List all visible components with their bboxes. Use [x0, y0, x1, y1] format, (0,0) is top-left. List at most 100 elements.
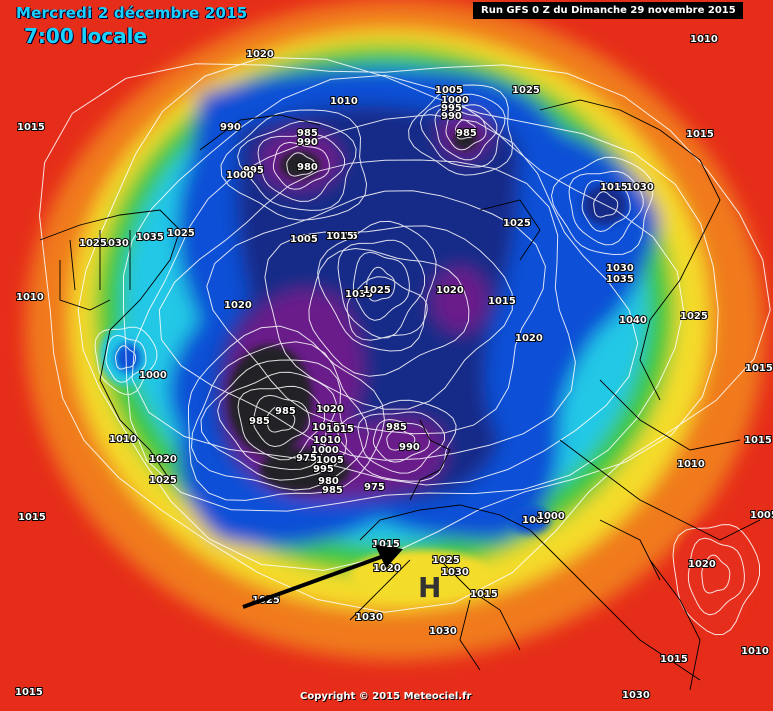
- isobar-line: [454, 119, 476, 140]
- isobar-label: 1015: [15, 687, 43, 698]
- coastline-segment: [409, 419, 451, 501]
- isobar-line: [114, 345, 136, 370]
- isobar-label: 1000: [537, 511, 565, 522]
- isobar-line: [105, 334, 147, 383]
- isobar-label: 995: [313, 464, 334, 475]
- red-blob-asia: [675, 520, 755, 630]
- isobar-label: 1015: [745, 363, 773, 374]
- isobar-label: 1020: [688, 559, 716, 570]
- coastline-segment: [59, 230, 131, 311]
- isobar-label: 1010: [741, 646, 769, 657]
- isobar-label: 1020: [515, 333, 543, 344]
- isobar-label: 1035: [136, 232, 164, 243]
- isobar-line: [581, 179, 631, 233]
- isobar-label: 1000: [311, 445, 339, 456]
- blue-low-siberia: [510, 506, 550, 534]
- isobar-label: 985: [386, 422, 407, 433]
- isobar-label: 1025: [432, 555, 460, 566]
- isobar-line: [408, 84, 514, 176]
- isobar-label: 1015: [17, 122, 45, 133]
- isobar-line: [257, 133, 345, 202]
- isobar-label: 1025: [503, 218, 531, 229]
- isobar-label: 990: [441, 111, 462, 122]
- forecast-time: 7:00 locale: [24, 24, 148, 48]
- copyright-notice: Copyright © 2015 Meteociel.fr: [300, 691, 472, 702]
- isobar-label: 1010: [313, 435, 341, 446]
- isobar-label: 1035: [345, 289, 373, 300]
- isobar-label: 1025: [79, 238, 107, 249]
- isobar-line: [366, 266, 396, 302]
- high-pressure-marker: H: [418, 571, 441, 604]
- isobar-line: [337, 239, 425, 339]
- run-info-banner: Run GFS 0 Z du Dimanche 29 novembre 2015: [473, 2, 743, 19]
- isobar-label: 1020: [316, 404, 344, 415]
- isobar-line: [352, 251, 410, 321]
- isobar-label: 985: [456, 128, 477, 139]
- isobar-line: [131, 114, 639, 486]
- isobar-label: 1035: [606, 274, 634, 285]
- isobar-line: [158, 159, 576, 461]
- coastline-segment: [559, 379, 761, 541]
- isobar-line: [272, 141, 330, 190]
- coastline-segment: [199, 114, 541, 261]
- isobar-label: 1030: [429, 626, 457, 637]
- isobar-label: 1025: [680, 311, 708, 322]
- isobar-line: [206, 190, 546, 435]
- isobar-label: 1000: [139, 370, 167, 381]
- isobar-label: 1015: [326, 424, 354, 435]
- isobar-label: 1005: [290, 234, 318, 245]
- coastline-segment: [539, 99, 721, 401]
- isobar-line: [252, 394, 310, 448]
- purple-centre-lobe: [432, 268, 488, 332]
- isobar-label: 995: [243, 165, 264, 176]
- forecast-date: Mercredi 2 décembre 2015: [16, 4, 248, 22]
- isobar-label: 990: [220, 122, 241, 133]
- isobar-line: [672, 524, 760, 636]
- isobar-line: [346, 276, 428, 341]
- isobar-line: [550, 156, 654, 256]
- isobar-label: 1010: [109, 434, 137, 445]
- isobar-label: 1025: [149, 475, 177, 486]
- isobar-label: 1010: [690, 34, 718, 45]
- isobar-label: 1005: [316, 455, 344, 466]
- isobar-line: [266, 406, 296, 433]
- isobar-line: [286, 152, 316, 177]
- isobar-line: [445, 110, 487, 151]
- purple-scandinavia: [358, 418, 442, 458]
- isobar-line: [308, 247, 470, 377]
- isobar-label: 1005: [435, 85, 463, 96]
- isobar-line: [237, 120, 357, 211]
- isobar-label: 1015: [330, 231, 358, 242]
- coastlines: [39, 99, 761, 691]
- isobar-line: [188, 325, 386, 501]
- isobar-label: 1025: [363, 285, 391, 296]
- coastline-segment: [349, 559, 521, 671]
- isobar-label: 1020: [246, 49, 274, 60]
- isobar-label: 1010: [677, 459, 705, 470]
- isobar-line: [419, 93, 506, 168]
- isobar-line: [386, 428, 416, 451]
- isobar-line: [701, 554, 731, 594]
- isobar-label: 1000: [226, 170, 254, 181]
- isobar-label: 980: [297, 162, 318, 173]
- isobar-lines: [38, 56, 771, 636]
- isobar-label: 1015: [488, 296, 516, 307]
- isobar-label: 1010: [16, 292, 44, 303]
- isobar-label: 985: [322, 485, 343, 496]
- isobar-label: 1015: [470, 589, 498, 600]
- isobar-label: 985: [249, 416, 270, 427]
- isobar-line: [357, 411, 445, 474]
- isobar-label: 1030: [622, 690, 650, 701]
- coastline-segment: [39, 209, 181, 481]
- isobar-label: 1030: [626, 182, 654, 193]
- isobar-label: 1015: [312, 422, 340, 433]
- coastline-segment: [359, 504, 701, 681]
- isobar-label: 1000: [441, 95, 469, 106]
- isobar-label: 1015: [18, 512, 46, 523]
- isobar-line: [337, 399, 457, 482]
- isobar-label: 1010: [330, 96, 358, 107]
- isobar-label: 995: [441, 103, 462, 114]
